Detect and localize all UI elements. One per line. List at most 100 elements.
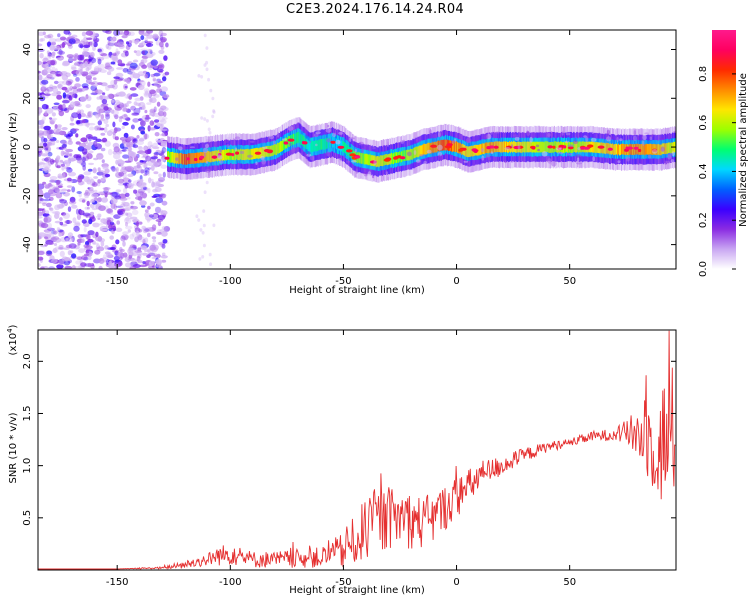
- spectrogram-halo-cell: [402, 139, 405, 142]
- spectrogram-noise-cell: [150, 73, 155, 78]
- spectrogram-ridge-cell: [328, 137, 330, 149]
- spectrogram-noise-cell: [57, 33, 61, 38]
- spectrogram-ridge-cell: [208, 151, 210, 162]
- spectrogram-noise-cell: [57, 185, 63, 188]
- spectrogram-ridge-cell: [427, 142, 429, 154]
- spectrogram-noise-cell: [44, 34, 52, 39]
- spectrogram-halo-cell: [606, 136, 612, 142]
- spectrogram-noise-cell: [135, 196, 143, 201]
- spectrogram-halo-cell: [226, 144, 230, 148]
- spectrogram-halo-cell: [604, 162, 609, 165]
- spectrogram-halo-cell: [276, 131, 280, 138]
- spectrogram-noise-cell: [50, 158, 55, 165]
- spectrogram-ridge-cell: [423, 143, 425, 155]
- spectrogram-noise-cell: [199, 228, 203, 232]
- spectrogram-noise-cell: [111, 191, 120, 198]
- spectrogram-noise-cell: [104, 192, 108, 198]
- spectrogram-halo-cell: [619, 138, 623, 142]
- spectrogram-ridge-cell: [456, 141, 458, 152]
- spectrogram-ridge-cell: [307, 140, 309, 151]
- spectrogram-noise-cell: [47, 41, 52, 47]
- spectrogram-noise-cell: [119, 247, 123, 252]
- spectrogram-noise-cell: [101, 103, 109, 107]
- spectrogram-noise-cell: [208, 131, 212, 135]
- spectrogram-noise-cell: [71, 186, 76, 193]
- spectrogram-noise-cell: [124, 78, 130, 81]
- spectrogram-halo-cell: [315, 131, 321, 135]
- spectrogram-noise-cell: [38, 74, 43, 81]
- spectrogram-noise-cell: [88, 218, 93, 225]
- spectrogram-ridge-cell: [262, 146, 264, 158]
- spectrogram-ridge-cell: [192, 153, 194, 164]
- spectrogram-noise-cell: [77, 54, 83, 61]
- spectrogram-halo-cell: [175, 157, 179, 161]
- spectrogram-noise-cell: [122, 231, 129, 235]
- spectrogram-halo-cell: [481, 155, 485, 161]
- spectrogram-ridge-cell: [424, 143, 426, 155]
- spectrogram-noise-cell: [38, 130, 44, 136]
- spectrogram-noise-cell: [68, 243, 77, 249]
- spectrogram-noise-cell: [44, 236, 49, 239]
- spectrogram-noise-cell: [130, 105, 137, 111]
- spectrogram-noise-cell: [144, 149, 151, 155]
- spectrogram-noise-cell: [94, 249, 101, 255]
- spectrogram-noise-cell: [151, 224, 157, 231]
- spectrogram-noise-cell: [137, 84, 145, 91]
- spectrogram-ridge-cell: [172, 151, 174, 163]
- spectrogram-halo-cell: [617, 160, 621, 164]
- spectrogram-noise-cell: [50, 210, 57, 213]
- spectrogram-halo-cell: [426, 149, 432, 154]
- spectrogram-noise-cell: [88, 200, 95, 203]
- spectrogram-noise-cell: [127, 146, 133, 152]
- spectrogram-noise-cell: [68, 171, 77, 177]
- spectrogram-noise-cell: [151, 83, 159, 86]
- spectrogram-noise-cell: [44, 111, 48, 116]
- spectrogram-noise-cell: [71, 34, 78, 38]
- spectrogram-noise-cell: [134, 250, 142, 253]
- spectrogram-ridge-cell: [376, 156, 378, 167]
- spectrogram-ridge-cell: [642, 144, 644, 155]
- spectrogram-noise-cell: [127, 136, 135, 141]
- spectrogram-noise-cell: [148, 98, 153, 103]
- spectrogram-noise-cell: [116, 220, 120, 225]
- spectrogram-ridge-cell: [381, 155, 383, 167]
- spectrogram-noise-cell: [92, 168, 97, 173]
- spectrogram-noise-cell: [81, 238, 85, 244]
- spectrogram-ridge-cell: [453, 140, 455, 152]
- spectrogram-ridge-cell: [308, 141, 310, 152]
- spectrogram-noise-cell: [139, 96, 144, 101]
- spectrogram-ridge-cell: [251, 149, 253, 160]
- spectrogram-noise-cell: [79, 40, 86, 46]
- spectrogram-noise-cell: [121, 149, 127, 152]
- spectrogram-halo-cell: [606, 129, 611, 136]
- spectrogram-ridge-cell: [557, 141, 560, 153]
- spectrogram-noise-cell: [87, 262, 92, 268]
- spectrogram-noise-cell: [162, 194, 166, 199]
- spectrogram-noise-cell: [83, 176, 90, 183]
- spectrogram-ridge-cell: [281, 140, 283, 152]
- spectrogram-noise-cell: [205, 180, 209, 185]
- spectrogram-halo-cell: [358, 172, 362, 177]
- spectrogram-noise-cell: [119, 32, 128, 35]
- spectrogram-noise-cell: [61, 166, 65, 171]
- spectrogram-noise-cell: [134, 236, 140, 243]
- spectrogram-noise-cell: [207, 127, 211, 132]
- spectrogram-noise-cell: [56, 264, 64, 269]
- spectrogram-ridge-cell: [465, 145, 467, 157]
- spectrogram-noise-cell: [141, 58, 148, 64]
- spectrogram-ridge-cell: [658, 144, 660, 156]
- spectrogram-noise-cell: [142, 50, 145, 55]
- spectrogram-noise-cell: [139, 264, 148, 268]
- snr-scale-label: (x104): [6, 324, 19, 355]
- spectrogram-noise-cell: [143, 133, 150, 140]
- spectrogram-noise-cell: [132, 59, 139, 63]
- spectrogram-noise-cell: [129, 87, 137, 91]
- spectrogram-noise-cell: [71, 86, 78, 90]
- spectrogram-noise-cell: [85, 75, 93, 80]
- spectrogram-ridge-cell: [455, 141, 457, 153]
- snr-x-tick-label: 0: [453, 577, 459, 588]
- spectrogram-noise-cell: [59, 36, 67, 41]
- spectrogram-noise-cell: [128, 40, 133, 44]
- spectrogram-noise-cell: [156, 158, 162, 163]
- spectrogram-ridge-cell: [542, 141, 544, 153]
